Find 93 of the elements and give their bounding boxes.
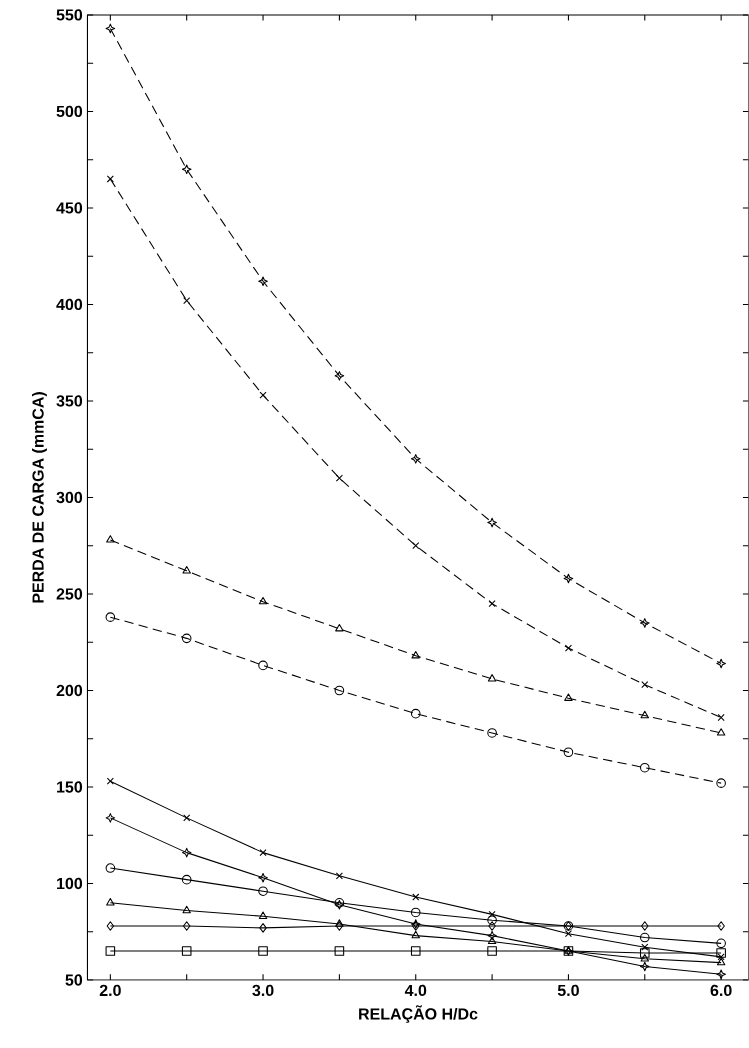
y-axis-title: PERDA DE CARGA (mmCA) xyxy=(32,392,48,603)
point xyxy=(334,685,345,696)
point xyxy=(488,921,497,931)
point xyxy=(487,517,498,528)
point xyxy=(411,907,421,918)
point xyxy=(563,573,574,584)
point xyxy=(182,847,192,858)
y-tick-label: 100 xyxy=(57,877,83,890)
x-tick-label: 6.0 xyxy=(710,984,732,997)
point xyxy=(487,946,498,956)
point xyxy=(336,474,344,482)
point xyxy=(717,921,726,931)
point xyxy=(105,813,116,823)
point xyxy=(336,872,344,880)
point xyxy=(106,777,115,785)
point xyxy=(488,936,497,945)
point xyxy=(258,660,269,671)
x-tick-label: 3.0 xyxy=(252,984,274,997)
y-tick-label: 350 xyxy=(56,395,83,407)
point xyxy=(716,658,727,669)
point xyxy=(182,566,192,574)
point xyxy=(105,863,116,873)
y-tick-label: 400 xyxy=(56,298,83,311)
x-tick-label: 2.0 xyxy=(99,984,121,997)
point xyxy=(259,911,268,919)
point xyxy=(412,893,420,901)
point xyxy=(183,814,191,822)
point xyxy=(182,164,192,175)
point xyxy=(106,898,115,906)
x-axis-title: RELAÇÃO H/Dc xyxy=(359,1005,478,1023)
point xyxy=(105,23,116,34)
y-tick-label: 300 xyxy=(56,491,83,504)
point xyxy=(488,674,497,682)
point xyxy=(335,623,344,632)
point xyxy=(716,948,727,958)
y-tick-label: 550 xyxy=(56,9,83,21)
y-tick-label: 50 xyxy=(65,974,83,986)
point xyxy=(259,391,267,399)
point xyxy=(411,708,421,719)
point xyxy=(259,596,268,605)
point xyxy=(258,872,269,883)
point xyxy=(183,921,191,931)
point xyxy=(183,297,191,305)
point xyxy=(106,535,115,543)
point xyxy=(640,710,650,719)
point xyxy=(411,946,421,956)
point xyxy=(565,644,573,652)
point xyxy=(640,762,650,773)
point xyxy=(564,693,573,701)
point xyxy=(105,612,116,622)
point xyxy=(258,946,269,956)
point xyxy=(105,946,116,956)
point xyxy=(259,849,267,857)
point xyxy=(640,618,650,628)
y-tick-label: 200 xyxy=(56,684,83,697)
y-tick-label: 450 xyxy=(56,202,83,214)
y-tick-label: 250 xyxy=(56,588,83,600)
point xyxy=(640,953,650,962)
y-tick-label: 150 xyxy=(57,781,83,793)
point xyxy=(182,905,192,914)
point xyxy=(411,650,421,659)
point xyxy=(412,542,420,550)
point xyxy=(334,371,345,381)
point xyxy=(716,969,727,980)
point xyxy=(182,633,192,644)
point xyxy=(487,930,498,941)
point xyxy=(716,778,727,788)
point xyxy=(640,961,650,972)
point xyxy=(641,921,649,931)
point xyxy=(335,921,344,931)
point xyxy=(334,946,345,956)
point xyxy=(335,919,344,927)
point xyxy=(640,932,650,943)
point xyxy=(411,454,421,464)
point xyxy=(488,600,496,608)
point xyxy=(259,923,267,933)
point xyxy=(106,921,115,931)
y-tick-label: 500 xyxy=(56,105,83,118)
point xyxy=(182,874,192,885)
point xyxy=(641,681,649,689)
x-tick-label: 4.0 xyxy=(405,984,427,997)
point xyxy=(563,747,574,758)
point xyxy=(717,713,725,722)
point xyxy=(716,938,727,949)
point xyxy=(258,276,269,287)
point xyxy=(487,728,498,738)
point xyxy=(106,175,115,183)
x-tick-label: 5.0 xyxy=(558,984,580,997)
point xyxy=(717,728,726,736)
point xyxy=(411,930,421,939)
point xyxy=(258,886,269,897)
point xyxy=(565,930,573,938)
point xyxy=(182,946,192,956)
